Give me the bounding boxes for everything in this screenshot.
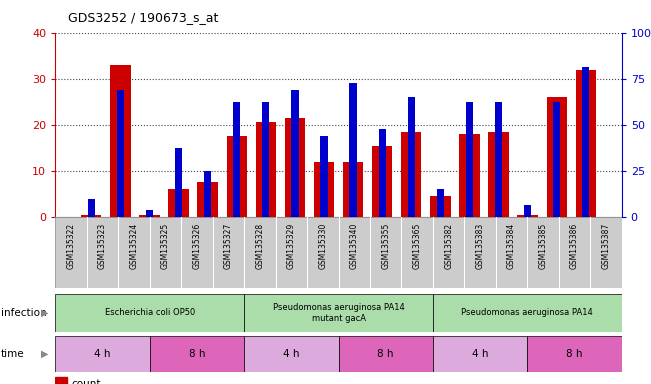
Text: GSM135330: GSM135330	[318, 223, 327, 269]
Bar	[204, 171, 212, 217]
Text: time: time	[1, 349, 24, 359]
Text: GSM135383: GSM135383	[476, 223, 484, 269]
Bar	[169, 189, 189, 217]
Text: GSM135365: GSM135365	[413, 223, 422, 269]
Text: GSM135322: GSM135322	[66, 223, 76, 269]
Bar	[433, 336, 527, 372]
Text: Pseudomonas aeruginosa PA14: Pseudomonas aeruginosa PA14	[462, 308, 593, 318]
Text: 8 h: 8 h	[566, 349, 583, 359]
Bar	[88, 199, 95, 217]
Bar	[430, 196, 450, 217]
Bar	[553, 102, 561, 217]
Text: 4 h: 4 h	[472, 349, 488, 359]
Bar	[55, 294, 244, 332]
Bar	[55, 336, 150, 372]
Bar	[546, 97, 567, 217]
Text: GSM135382: GSM135382	[444, 223, 453, 269]
Text: 8 h: 8 h	[378, 349, 394, 359]
Text: GSM135340: GSM135340	[350, 223, 359, 269]
Text: GSM135323: GSM135323	[98, 223, 107, 269]
Text: ▶: ▶	[41, 349, 49, 359]
Text: GSM135325: GSM135325	[161, 223, 170, 269]
Text: GDS3252 / 190673_s_at: GDS3252 / 190673_s_at	[68, 12, 219, 25]
Text: ▶: ▶	[41, 308, 49, 318]
Bar	[527, 336, 622, 372]
Bar	[175, 148, 182, 217]
Bar	[343, 162, 363, 217]
Bar	[110, 65, 131, 217]
Text: 4 h: 4 h	[283, 349, 299, 359]
Text: GSM135385: GSM135385	[538, 223, 547, 269]
Bar	[350, 83, 357, 217]
Text: Escherichia coli OP50: Escherichia coli OP50	[105, 308, 195, 318]
Text: GSM135355: GSM135355	[381, 223, 390, 269]
Bar	[244, 294, 433, 332]
Text: count: count	[71, 379, 100, 384]
Bar	[227, 136, 247, 217]
Bar	[262, 102, 270, 217]
Bar	[372, 146, 393, 217]
Bar	[150, 336, 244, 372]
Bar	[401, 132, 421, 217]
Bar	[582, 67, 589, 217]
Bar	[459, 134, 480, 217]
Text: infection: infection	[1, 308, 46, 318]
Text: GSM135328: GSM135328	[255, 223, 264, 269]
Bar	[314, 162, 334, 217]
Bar	[117, 90, 124, 217]
Bar	[55, 377, 66, 384]
Bar	[244, 336, 339, 372]
Bar	[233, 102, 240, 217]
Text: GSM135386: GSM135386	[570, 223, 579, 269]
Text: 8 h: 8 h	[189, 349, 205, 359]
Bar	[284, 118, 305, 217]
Text: GSM135326: GSM135326	[193, 223, 201, 269]
Bar	[81, 215, 102, 217]
Text: GSM135329: GSM135329	[287, 223, 296, 269]
Text: GSM135387: GSM135387	[602, 223, 611, 269]
Bar	[495, 102, 502, 217]
Bar	[465, 102, 473, 217]
Bar	[488, 132, 508, 217]
Bar	[378, 129, 386, 217]
Bar	[146, 210, 153, 217]
Text: GSM135324: GSM135324	[130, 223, 139, 269]
Bar	[408, 97, 415, 217]
Bar	[139, 215, 159, 217]
Bar	[575, 70, 596, 217]
Bar	[291, 90, 299, 217]
Text: Pseudomonas aeruginosa PA14
mutant gacA: Pseudomonas aeruginosa PA14 mutant gacA	[273, 303, 404, 323]
Bar	[433, 294, 622, 332]
Bar	[256, 122, 276, 217]
Bar	[339, 336, 433, 372]
Bar	[320, 136, 327, 217]
Bar	[518, 215, 538, 217]
Text: GSM135327: GSM135327	[224, 223, 233, 269]
Text: GSM135384: GSM135384	[507, 223, 516, 269]
Bar	[197, 182, 218, 217]
Text: 4 h: 4 h	[94, 349, 111, 359]
Bar	[524, 205, 531, 217]
Bar	[437, 189, 444, 217]
